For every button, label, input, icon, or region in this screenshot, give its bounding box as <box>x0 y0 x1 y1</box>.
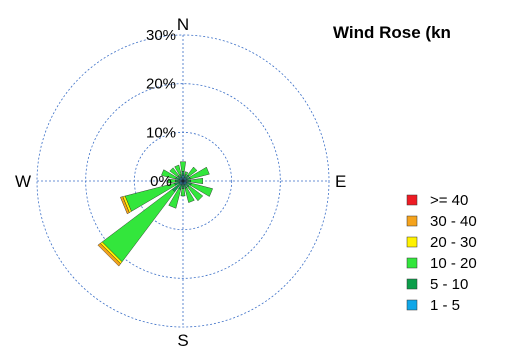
legend-label: 30 - 40 <box>430 213 477 230</box>
petal-w-series-1 <box>175 179 180 183</box>
petal-nnw-series-2 <box>174 164 182 176</box>
legend: >= 40 30 - 40 20 - 30 10 - 20 5 - 10 1 - 5 <box>406 192 477 314</box>
compass-label-south: S <box>177 331 188 348</box>
radial-tick-label: 0% <box>150 173 172 190</box>
petal-e-series-1 <box>186 179 191 183</box>
grid-circle-30 <box>36 34 330 328</box>
legend-swatch <box>406 257 418 269</box>
petal-s-series-1 <box>181 184 185 189</box>
legend-swatch <box>406 236 418 248</box>
legend-label: 1 - 5 <box>430 297 460 314</box>
legend-swatch <box>406 194 418 206</box>
legend-swatch <box>406 278 418 290</box>
petal-ssw-series-2 <box>168 188 182 209</box>
legend-swatch <box>406 299 418 311</box>
petal-n-series-2 <box>180 161 186 172</box>
petal-sse-series-2 <box>184 187 195 203</box>
petal-wnw-series-2 <box>161 169 177 180</box>
compass-label-west: W <box>15 172 31 191</box>
petal-se-series-2 <box>187 185 204 202</box>
legend-label: 10 - 20 <box>430 255 477 272</box>
petal-ese-series-2 <box>190 182 213 197</box>
radial-tick-label: 10% <box>146 124 176 141</box>
compass-label-north: N <box>177 15 189 34</box>
petal-n-series-1 <box>181 171 185 176</box>
petal-sw-series-4 <box>97 243 121 267</box>
petal-wsw-series-4 <box>120 196 130 215</box>
petal-nw-series-2 <box>169 167 180 178</box>
radial-tick-label: 30% <box>146 27 176 44</box>
chart-title: Wind Rose (kn <box>333 23 451 42</box>
legend-label: 20 - 30 <box>430 234 477 251</box>
petal-nne-series-2 <box>184 171 189 176</box>
legend-label: 5 - 10 <box>430 276 468 293</box>
petal-ene-series-2 <box>189 166 210 180</box>
compass-label-east: E <box>335 172 346 191</box>
petal-e-series-2 <box>190 177 203 185</box>
legend-label: >= 40 <box>430 192 468 209</box>
petal-ne-series-2 <box>187 166 198 177</box>
axis-labels: 0% 10% 20% 30%N E S W <box>15 15 346 350</box>
rose-petals <box>97 161 213 267</box>
radial-tick-label: 20% <box>146 76 176 93</box>
petal-s-series-2 <box>180 188 186 197</box>
legend-swatch <box>406 215 418 227</box>
petal-w-series-2 <box>167 178 176 184</box>
